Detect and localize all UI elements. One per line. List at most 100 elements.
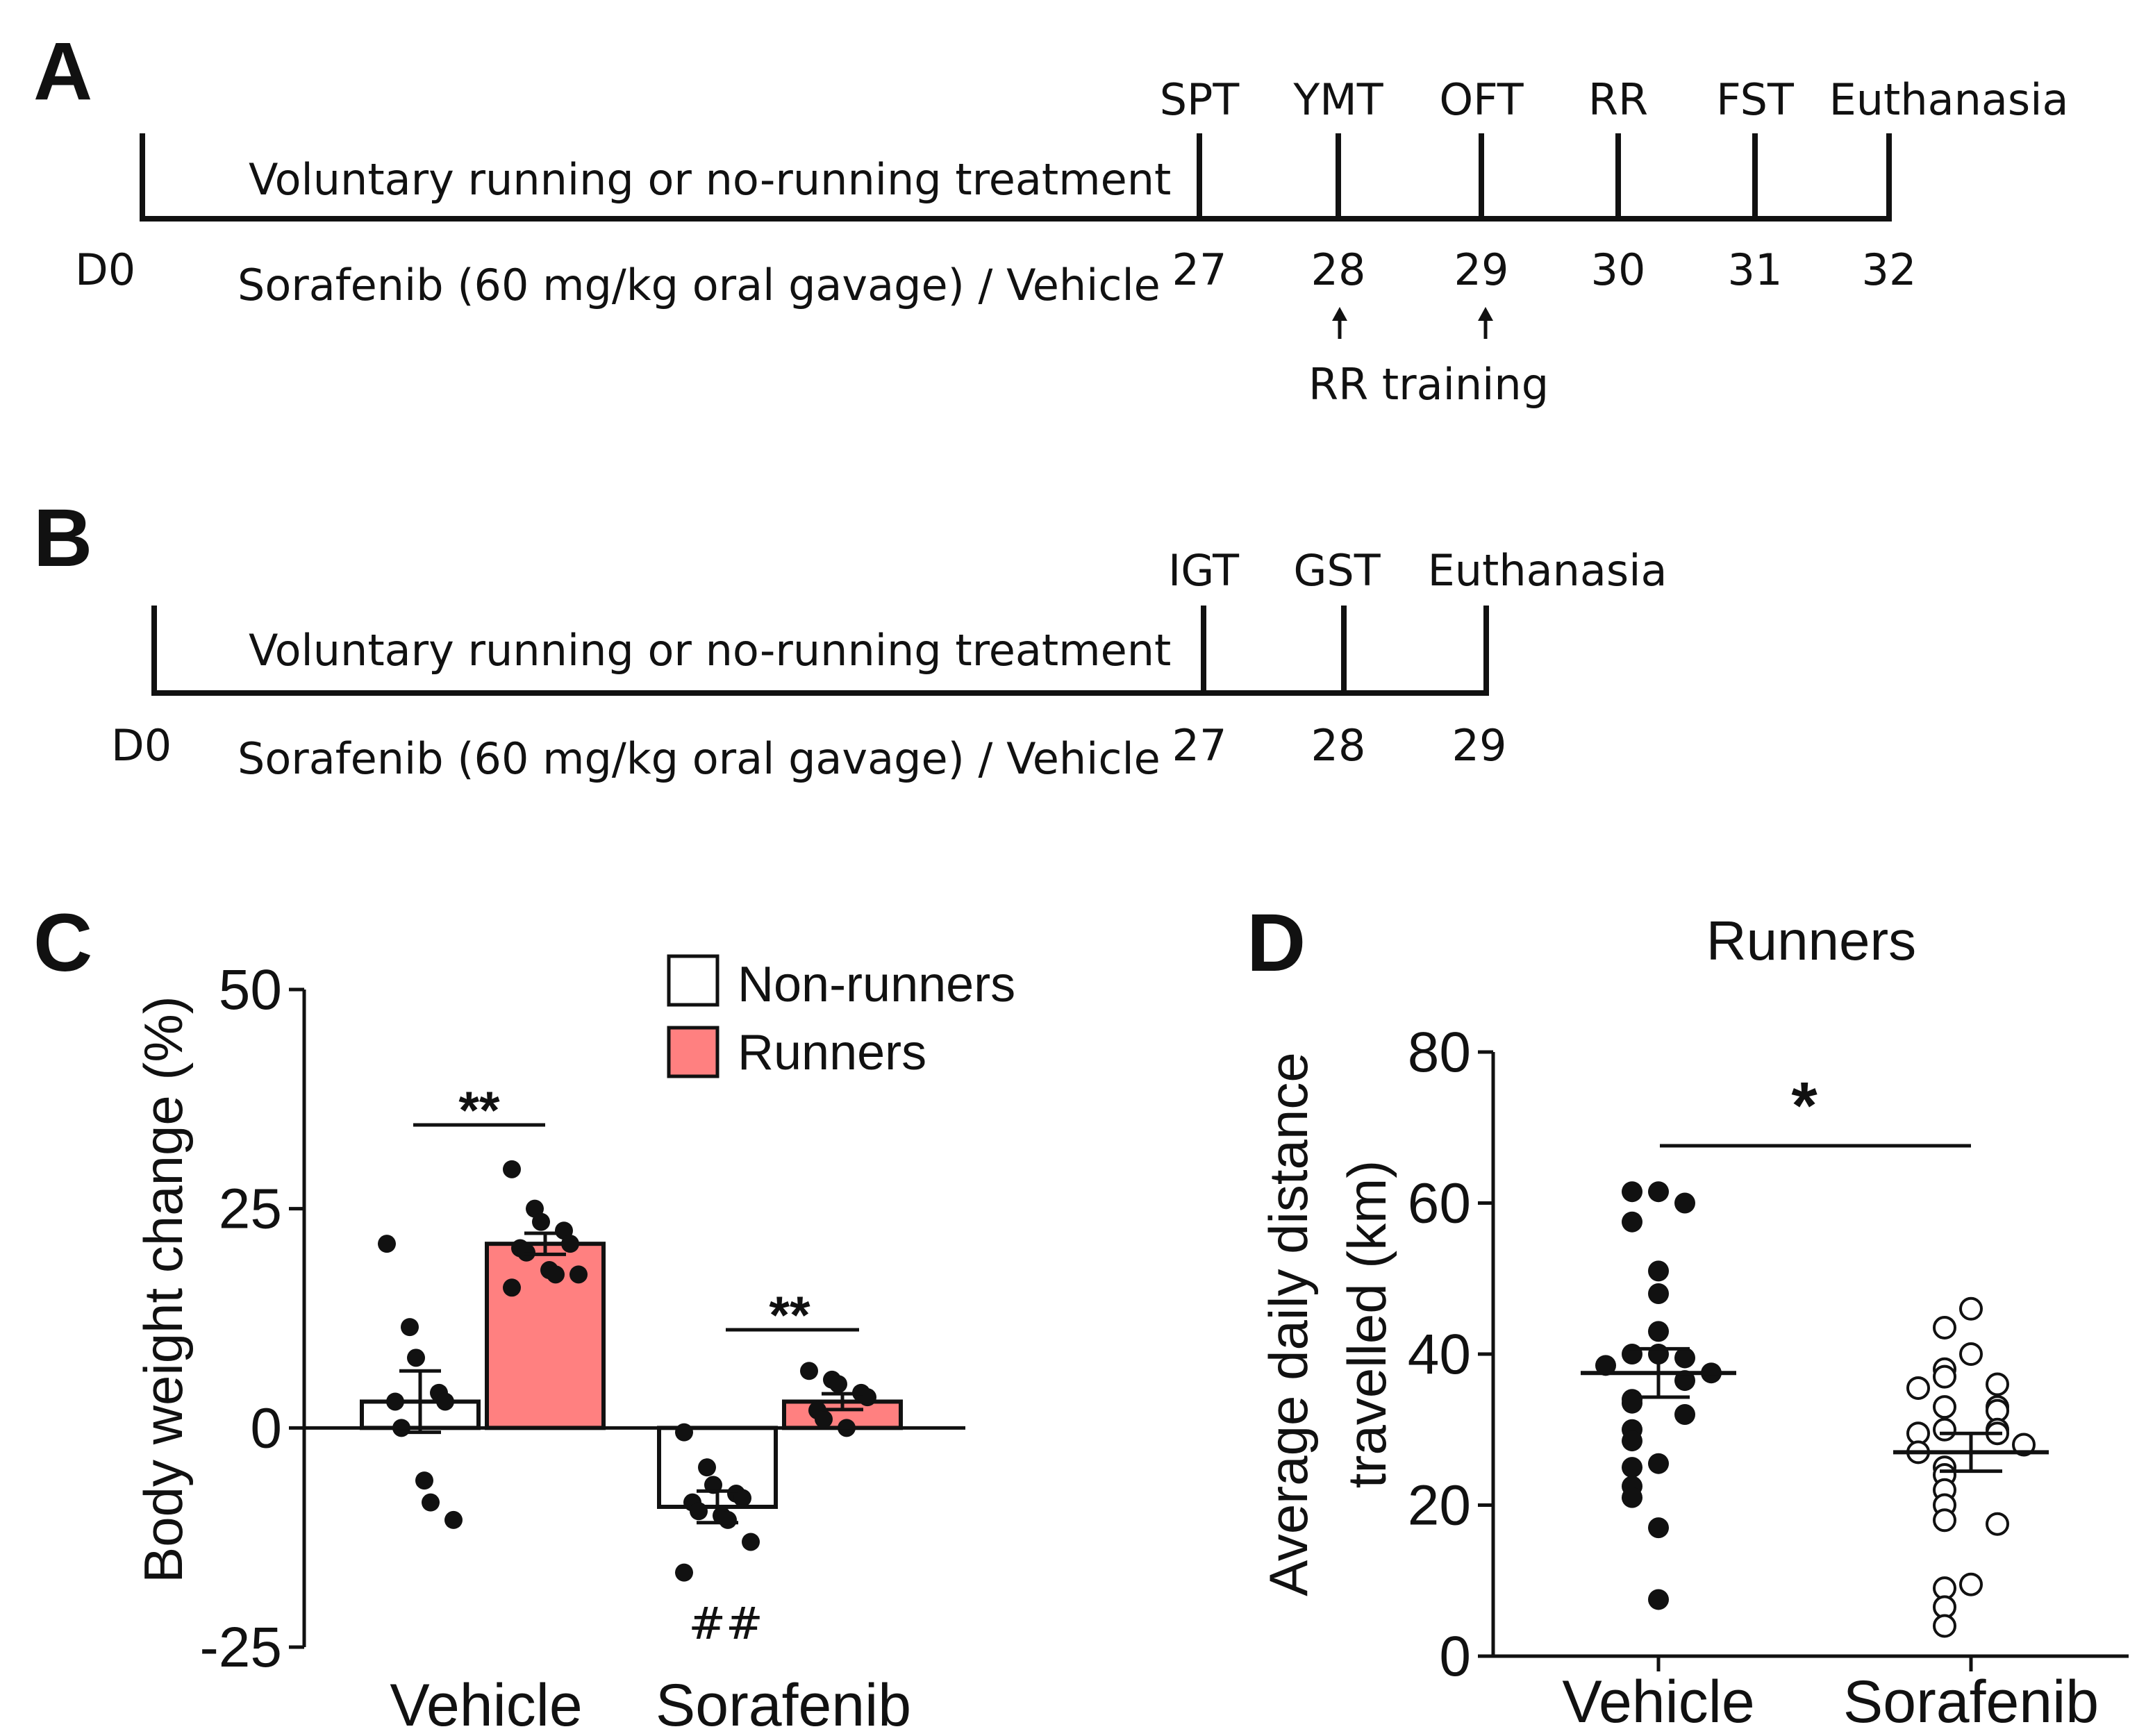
event-rr: RR 30 bbox=[1588, 74, 1648, 295]
panel-d-x-ticks bbox=[1656, 1656, 1973, 1671]
panel-c-category-label: Vehicle bbox=[390, 1672, 582, 1736]
panel-d-mean-sem bbox=[1581, 1346, 2049, 1474]
data-point bbox=[532, 1212, 550, 1231]
data-point-filled bbox=[1674, 1192, 1695, 1214]
data-point bbox=[517, 1243, 535, 1262]
event-day-ymt: 28 bbox=[1311, 244, 1366, 295]
panel-a-letter: A bbox=[33, 26, 92, 117]
event-euthanasia: Euthanasia 32 bbox=[1829, 74, 2069, 295]
legend-swatch-non-runners bbox=[667, 954, 720, 1007]
data-point-open bbox=[1933, 1417, 1956, 1442]
data-point bbox=[698, 1458, 716, 1477]
data-point bbox=[415, 1471, 433, 1490]
data-point-filled bbox=[1648, 1321, 1669, 1342]
panel-d-category-label: Sorafenib bbox=[1843, 1669, 2099, 1735]
event-spt: SPT 27 bbox=[1160, 74, 1240, 295]
y-tick-label: 25 bbox=[219, 1178, 282, 1241]
hash-label-sorafenib: ## bbox=[688, 1599, 763, 1650]
data-point bbox=[815, 1410, 833, 1428]
sig-label-sorafenib: ** bbox=[769, 1286, 810, 1345]
panel-c-chart: C Body weight change (%) -25 0 25 50 Vehicl… bbox=[33, 897, 1015, 1736]
event-day-rr: 30 bbox=[1591, 244, 1646, 295]
panel-c-significance: ** ** ## bbox=[413, 1081, 859, 1650]
panel-a-treatment-label: Voluntary running or no-running treatmen… bbox=[249, 154, 1171, 205]
panel-d-title: Runners bbox=[1706, 910, 1916, 971]
data-point bbox=[386, 1392, 404, 1411]
data-point bbox=[436, 1392, 454, 1411]
panel-c-bars bbox=[360, 1242, 903, 1509]
data-point-open bbox=[1933, 1508, 1956, 1533]
data-point bbox=[742, 1533, 760, 1551]
legend-label-non-runners: Non-runners bbox=[738, 957, 1015, 1012]
arrow-up-icon-head bbox=[1478, 307, 1493, 321]
y-tick-label: -25 bbox=[199, 1616, 282, 1679]
data-point-filled bbox=[1648, 1283, 1669, 1304]
data-point-open bbox=[1933, 1395, 1956, 1419]
panel-c-y-ticks: -25 0 25 50 bbox=[199, 958, 304, 1679]
panel-d-ylabel-line1: Average daily distance bbox=[1258, 1052, 1319, 1596]
panel-b-letter: B bbox=[33, 492, 92, 584]
data-point bbox=[378, 1235, 396, 1253]
event-oft: OFT 29 bbox=[1439, 74, 1524, 295]
y-tick-label: 40 bbox=[1408, 1323, 1471, 1386]
sig-label-d: * bbox=[1791, 1069, 1818, 1143]
data-point bbox=[733, 1489, 751, 1508]
y-tick-label: 60 bbox=[1408, 1172, 1471, 1235]
panel-b-drug-label: Sorafenib (60 mg/kg oral gavage) / Vehic… bbox=[238, 733, 1161, 784]
event-label-gst: GST bbox=[1293, 545, 1381, 596]
data-point bbox=[800, 1362, 818, 1380]
data-point bbox=[675, 1423, 693, 1442]
event-label-fst: FST bbox=[1716, 74, 1795, 125]
data-point-filled bbox=[1674, 1404, 1695, 1425]
data-point-open bbox=[1933, 1614, 1956, 1638]
panel-d-letter: D bbox=[1247, 897, 1306, 989]
data-point bbox=[858, 1388, 876, 1407]
data-point-filled bbox=[1622, 1457, 1642, 1478]
arrow-up-icon-head bbox=[1332, 307, 1347, 321]
event-label-ymt: YMT bbox=[1292, 74, 1383, 125]
data-point-filled bbox=[1648, 1181, 1669, 1203]
event-day-oft: 29 bbox=[1454, 244, 1509, 295]
data-point-open bbox=[1959, 1342, 1983, 1366]
panel-a-timeline: A Voluntary running or no-running treatm… bbox=[33, 26, 2068, 410]
panel-c-error-bars bbox=[399, 1231, 863, 1525]
event-fst: FST 31 bbox=[1716, 74, 1795, 295]
panel-b-timeline: B Voluntary running or no-running treatm… bbox=[33, 492, 1667, 784]
panel-b-start-label: D0 bbox=[111, 720, 172, 771]
data-point bbox=[503, 1278, 521, 1297]
data-point bbox=[407, 1349, 425, 1367]
data-point-open bbox=[1933, 1364, 1956, 1389]
panel-c-points bbox=[378, 1160, 876, 1582]
panel-d-ylabel-line2: travelled (km) bbox=[1336, 1160, 1397, 1488]
data-point-filled bbox=[1674, 1370, 1695, 1392]
event-day-euthanasia-b: 29 bbox=[1452, 720, 1507, 771]
panel-a-drug-label: Sorafenib (60 mg/kg oral gavage) / Vehic… bbox=[238, 260, 1161, 310]
data-point-filled bbox=[1648, 1589, 1669, 1610]
data-point-open bbox=[2012, 1433, 2036, 1457]
data-point-filled bbox=[1648, 1517, 1669, 1539]
y-tick-label: 80 bbox=[1408, 1021, 1471, 1084]
event-gst: GST 28 bbox=[1293, 545, 1381, 771]
data-point-open bbox=[1959, 1572, 1983, 1596]
data-point-filled bbox=[1622, 1430, 1642, 1452]
data-point-filled bbox=[1622, 1211, 1642, 1233]
data-point bbox=[675, 1563, 693, 1582]
rr-training-label: RR training bbox=[1308, 359, 1549, 410]
event-day-igt: 27 bbox=[1172, 720, 1227, 771]
data-point bbox=[547, 1265, 565, 1284]
data-point bbox=[561, 1235, 579, 1253]
rr-training-arrows: RR training bbox=[1308, 307, 1549, 410]
panel-d-significance: * bbox=[1660, 1069, 1971, 1148]
panel-c-category-label: Sorafenib bbox=[656, 1672, 911, 1736]
panel-d-y-ticks: 0 20 40 60 80 bbox=[1408, 1021, 1493, 1688]
event-label-rr: RR bbox=[1588, 74, 1648, 125]
panel-c-ylabel: Body weight change (%) bbox=[133, 996, 194, 1583]
event-label-euthanasia-b: Euthanasia bbox=[1428, 545, 1667, 596]
data-point bbox=[503, 1160, 521, 1178]
data-point-open bbox=[1986, 1512, 2009, 1536]
event-label-oft: OFT bbox=[1439, 74, 1524, 125]
event-day-gst: 28 bbox=[1311, 720, 1366, 771]
data-point bbox=[569, 1265, 588, 1284]
data-point-open bbox=[1986, 1372, 2009, 1396]
